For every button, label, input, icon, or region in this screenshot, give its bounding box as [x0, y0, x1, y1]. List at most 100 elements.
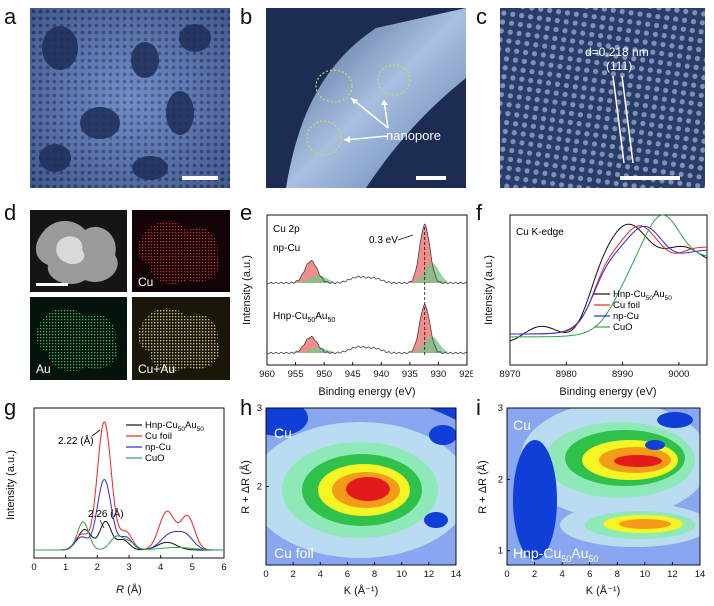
chart-e-xlabel: Binding energy (eV) [318, 386, 415, 398]
scale-bar-c [620, 176, 680, 180]
chart-e-hnp-line [266, 303, 467, 355]
panel-b-tem-image: nanopore [266, 8, 466, 188]
d-spacing-label: d=0.218 nm [585, 45, 649, 59]
chart-i-xtick-3: 6 [587, 569, 592, 580]
chart-f-series-0 [509, 223, 708, 342]
chart-e-xtick-2: 950 [316, 369, 332, 380]
chart-h-xtick-0: 0 [263, 569, 268, 580]
chart-h-wavelet: Cu Cu foil 0 2 4 6 8 10 12 14 2 3 K (Å⁻¹) R + ΔR … [239, 403, 462, 597]
chart-i-xtick-4: 8 [615, 569, 620, 580]
chart-g-ylabel: Intensity (a.u.) [5, 450, 17, 520]
chart-f-legend-0: Hnp-Cu50Au50 [613, 289, 672, 302]
panel-c-hrtem-image: d=0.218 nm (111) [500, 8, 705, 188]
chart-i-xtick-7: 14 [695, 569, 706, 580]
eds-label-au: Au [36, 362, 51, 376]
chart-h-xtick-5: 10 [396, 569, 407, 580]
chart-h-xtick-2: 4 [318, 569, 323, 580]
chart-h-xtick-7: 14 [451, 569, 462, 580]
chart-e-np-cu-peak-1 [288, 261, 334, 283]
chart-g-xtick-3: 3 [126, 562, 131, 573]
chart-i-ytick-1: 2 [498, 474, 503, 485]
lattice-plane-label: (111) [606, 59, 632, 73]
panel-label-e: e [240, 200, 253, 225]
chart-i-xtick-1: 2 [532, 569, 537, 580]
chart-g-series-3 [34, 521, 225, 551]
chart-f-frame [509, 214, 708, 366]
chart-i-ytick-0: 1 [498, 546, 503, 557]
chart-g-legend-0: Hnp-Cu50Au50 [145, 420, 204, 433]
panel-label-f: f [476, 200, 483, 225]
chart-f-xtick-2: 8990 [612, 369, 633, 380]
chart-g-legend-1: Cu foil [145, 431, 172, 442]
panel-label-g: g [4, 395, 17, 420]
chart-f-ylabel: Intensity (a.u.) [483, 255, 495, 325]
chart-h-xtick-3: 6 [345, 569, 350, 580]
chart-e-xtick-7: 925 [459, 369, 473, 380]
panel-label-b: b [240, 4, 253, 29]
panel-label-c: c [476, 4, 487, 29]
chart-g-xtick-0: 0 [31, 562, 36, 573]
chart-g-peak-label-2: 2.26 (Å) [88, 507, 124, 520]
panel-label-h: h [240, 395, 253, 420]
chart-h-ytick-0: 2 [257, 482, 262, 493]
chart-e-xtick-4: 940 [373, 369, 389, 380]
chart-g-xlabel: R (Å) [116, 583, 142, 596]
eds-label-cu: Cu [138, 275, 153, 289]
chart-g-xtick-6: 6 [221, 562, 226, 573]
chart-e-shift-label: 0.3 eV [369, 235, 398, 246]
chart-i-ylabel: R + ΔR (Å) [476, 460, 489, 514]
chart-f-legend-1: Cu foil [613, 300, 640, 311]
eds-label-cu-au: Cu+Au [138, 362, 175, 376]
nanopore-label: nanopore [386, 128, 441, 143]
chart-f-series-3 [509, 214, 708, 338]
chart-f-xlabel: Binding energy (eV) [559, 386, 656, 398]
panel-label-a: a [4, 4, 17, 29]
chart-h-xtick-1: 2 [290, 569, 295, 580]
chart-g-peak-label-1: 2.22 (Å) [58, 434, 94, 447]
panel-a-sem-image [30, 8, 230, 188]
panel-label-i: i [476, 395, 481, 420]
chart-e-xtick-0: 960 [259, 369, 275, 380]
chart-e-ylabel: Intensity (a.u.) [241, 255, 253, 325]
panel-label-d: d [4, 200, 17, 225]
chart-f-xtick-3: 9000 [668, 369, 689, 380]
scale-bar-a [182, 176, 218, 180]
chart-e-xtick-1: 955 [288, 369, 304, 380]
chart-g-xtick-1: 1 [63, 562, 68, 573]
chart-h-xtick-6: 12 [424, 569, 435, 580]
chart-h-ylabel: R + ΔR (Å) [239, 460, 252, 514]
chart-h-sample-label: Cu foil [274, 545, 314, 561]
chart-f-xtick-0: 8970 [499, 369, 520, 380]
chart-g-legend-3: CuO [145, 453, 165, 464]
scale-bar-b [416, 176, 446, 180]
chart-g-frame [33, 407, 225, 559]
chart-f-title: Cu K-edge [516, 227, 564, 238]
chart-h-cu-label: Cu [274, 425, 292, 441]
chart-f-series-2 [509, 225, 708, 335]
chart-h-xtick-4: 8 [372, 569, 377, 580]
chart-h-ytick-1: 3 [257, 403, 262, 414]
chart-i-xtick-2: 4 [559, 569, 564, 580]
chart-i-xtick-6: 12 [667, 569, 678, 580]
chart-e-np-cu-sat-1 [288, 275, 334, 283]
chart-i-cu-label: Cu [513, 417, 531, 433]
chart-f-xtick-1: 8980 [556, 369, 577, 380]
chart-e-title: Cu 2p [273, 224, 300, 235]
chart-i-xtick-0: 0 [504, 569, 509, 580]
chart-e-np-cu-line [266, 223, 467, 285]
chart-e-xtick-6: 930 [430, 369, 446, 380]
chart-h-xlabel: K (Å⁻¹) [344, 584, 379, 597]
chart-i-xtick-5: 10 [640, 569, 651, 580]
panel-d-eds-maps: Cu Au Cu+Au [30, 210, 230, 380]
chart-i-sample-label: Hnp-Cu50Au50 [513, 545, 598, 564]
chart-e-xtick-5: 935 [402, 369, 418, 380]
chart-g-legend-2: np-Cu [145, 442, 171, 453]
chart-f-legend-3: CuO [613, 322, 633, 333]
chart-e-series-2-label: Hnp-Cu50Au50 [273, 311, 335, 324]
chart-e-xps: Cu 2p np-Cu Hnp-Cu50Au50 0.3 eV 960 955 95… [241, 214, 473, 398]
chart-g-xtick-5: 5 [190, 562, 195, 573]
chart-i-xlabel: K (Å⁻¹) [586, 584, 621, 597]
chart-e-xtick-3: 945 [345, 369, 361, 380]
